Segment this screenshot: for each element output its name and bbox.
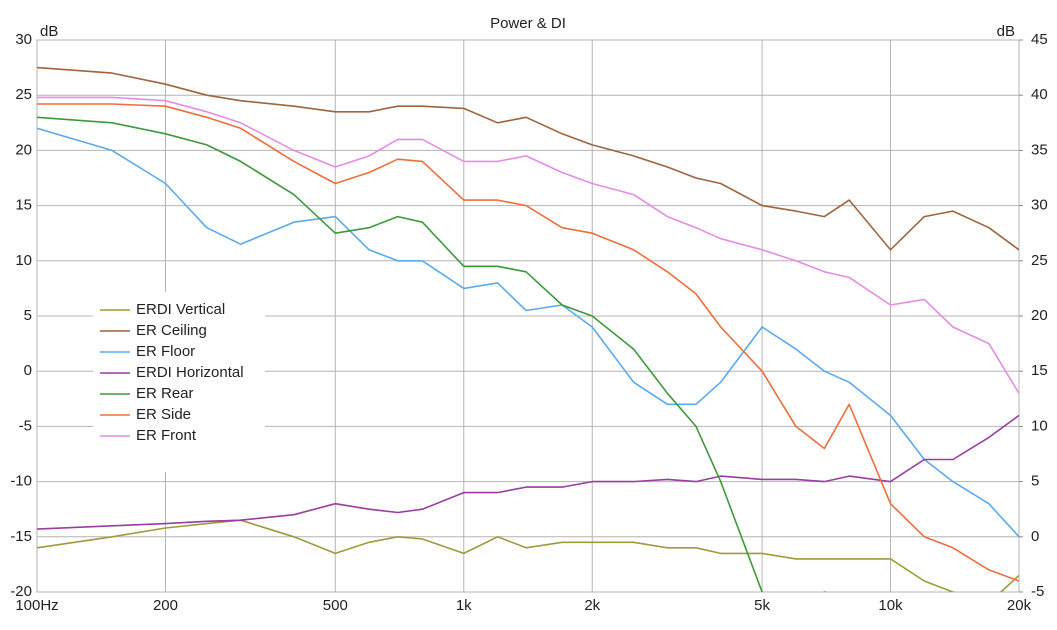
y-tick-label: 5 [24,307,32,324]
x-tick-label: 100Hz [15,597,58,614]
x-tick-label: 2k [584,597,600,614]
y-tick-label: 25 [15,86,32,103]
y-tick-label: -10 [10,473,32,490]
y2-tick-label: 40 [1031,86,1048,103]
y2-tick-label: 30 [1031,197,1048,214]
series-line [37,519,1019,592]
series-line [37,96,1019,394]
legend-label: ER Ceiling [136,322,207,339]
x-tick-label: 500 [323,597,348,614]
y2-tick-label: -5 [1031,583,1044,600]
x-tick-label: 5k [754,597,770,614]
y2-tick-label: 5 [1031,473,1039,490]
legend-label: ER Side [136,406,191,423]
y-tick-label: 20 [15,141,32,158]
y2-tick-label: 15 [1031,362,1048,379]
y2-axis-label: dB [997,23,1015,40]
series-line [37,127,1019,538]
y2-tick-label: 25 [1031,252,1048,269]
y2-tick-label: 0 [1031,528,1039,545]
y-tick-label: 0 [24,362,32,379]
y-tick-label: 30 [15,31,32,48]
legend-box [93,292,265,472]
y2-tick-label: 10 [1031,417,1048,434]
y-axis-label: dB [40,23,58,40]
y-tick-label: 10 [15,252,32,269]
series-line [37,66,1019,251]
y2-tick-label: 35 [1031,141,1048,158]
series-line [37,414,1019,530]
y-tick-label: -15 [10,528,32,545]
legend-label: ER Front [136,427,197,444]
series-line [37,116,827,592]
legend-label: ER Rear [136,385,194,402]
x-tick-label: 1k [456,597,472,614]
y-tick-label: -5 [19,417,32,434]
x-tick-label: 20k [1007,597,1032,614]
legend-label: ERDI Vertical [136,301,225,318]
x-tick-label: 10k [878,597,903,614]
y2-tick-label: 20 [1031,307,1048,324]
y-tick-label: 15 [15,197,32,214]
legend-label: ERDI Horizontal [136,364,244,381]
y-tick-label: -20 [10,583,32,600]
series-line [37,103,1019,582]
x-tick-label: 200 [153,597,178,614]
legend-label: ER Floor [136,343,195,360]
chart-title: Power & DI [490,15,566,32]
y2-tick-label: 45 [1031,31,1048,48]
